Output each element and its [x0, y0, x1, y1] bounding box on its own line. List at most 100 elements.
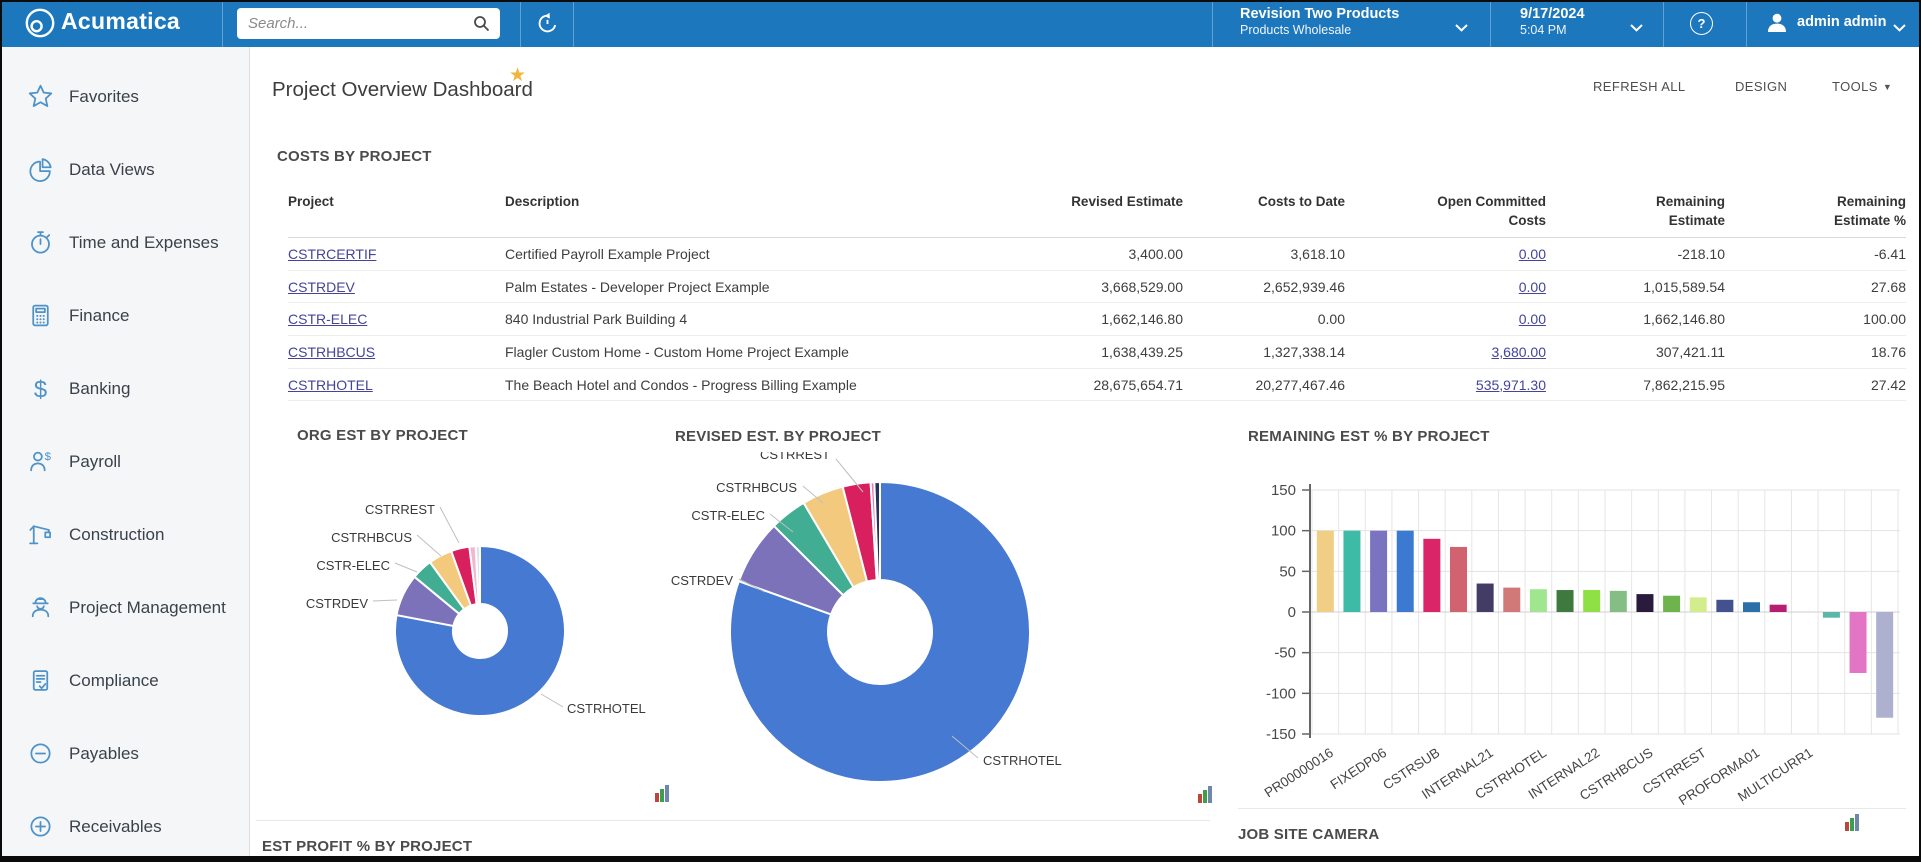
pie-callout-cstrhotel: CSTRHOTEL	[983, 753, 1062, 768]
sidebar-item-data-views[interactable]: Data Views	[0, 133, 249, 206]
favorite-star-icon[interactable]: ★	[509, 65, 527, 86]
table-cell: 1,662,146.80	[1643, 311, 1725, 328]
open-committed-link[interactable]: 0.00	[1518, 311, 1546, 328]
project-link[interactable]: CSTRHOTEL	[288, 376, 373, 393]
bar	[1609, 590, 1627, 612]
chevron-down-icon[interactable]	[1893, 19, 1906, 37]
table-cell: Flagler Custom Home - Custom Home Projec…	[505, 343, 849, 360]
open-committed-link[interactable]: 0.00	[1518, 278, 1546, 295]
table-cell: 100.00	[1863, 311, 1906, 328]
project-link[interactable]: CSTR-ELEC	[288, 311, 368, 328]
sidebar-item-label: Construction	[69, 524, 165, 544]
design-button[interactable]: DESIGN	[1735, 79, 1788, 94]
bar	[1503, 587, 1521, 612]
donut-slice-cstrhotel	[729, 480, 1031, 783]
calculator-icon	[27, 302, 54, 329]
table-row: CSTRHOTEL The Beach Hotel and Condos - Pr…	[288, 369, 1906, 402]
widget-divider	[1238, 808, 1906, 809]
bar	[1876, 612, 1894, 718]
sidebar-item-receivables[interactable]: Receivables	[0, 790, 249, 863]
sidebar-item-project-management[interactable]: Project Management	[0, 571, 249, 644]
table-cell: 7,862,215.95	[1643, 376, 1725, 393]
chevron-down-icon[interactable]	[1455, 19, 1468, 37]
pie-callout-cstrhotel: CSTRHOTEL	[567, 701, 646, 716]
callout-leader-line	[802, 485, 824, 504]
bar	[1583, 590, 1601, 612]
table-row: CSTRCERTIF Certified Payroll Example Proj…	[288, 238, 1906, 271]
topbar-divider	[1746, 0, 1747, 47]
sidebar-item-label: Favorites	[69, 86, 139, 106]
dollar-icon: $	[27, 375, 54, 403]
callout-leader-line	[416, 534, 442, 557]
column-header-remaining-estimate: Remaining Estimate	[1655, 194, 1725, 228]
pie-callout-cstr-elec: CSTR-ELEC	[316, 558, 390, 573]
donut-slice-sliver	[873, 480, 881, 582]
topbar-divider	[1212, 0, 1213, 47]
table-cell: -6.41	[1874, 245, 1906, 262]
sidebar-item-favorites[interactable]: Favorites	[0, 60, 249, 133]
search-input[interactable]	[237, 8, 483, 39]
sidebar-item-finance[interactable]: Finance	[0, 279, 249, 352]
pie-callout-cstrrest: CSTRREST	[759, 452, 830, 462]
table-cell: 27.68	[1870, 278, 1906, 295]
plus-circle-icon	[27, 813, 54, 840]
company-selector[interactable]: Revision Two Products Products Wholesale	[1240, 6, 1399, 38]
company-name: Revision Two Products	[1240, 6, 1400, 22]
tools-button[interactable]: TOOLS ▼	[1832, 79, 1893, 94]
callout-leader-line	[540, 693, 564, 708]
help-icon[interactable]: ?	[1690, 12, 1713, 35]
bar	[1769, 604, 1787, 612]
pie-callout-cstr-elec: CSTR-ELEC	[691, 508, 765, 523]
sidebar-item-banking[interactable]: $ Banking	[0, 352, 249, 425]
sidebar-item-time-and-expenses[interactable]: Time and Expenses	[0, 206, 249, 279]
business-date-selector[interactable]: 9/17/2024 5:04 PM	[1520, 6, 1585, 38]
pie-callout-cstrdev: CSTRDEV	[305, 596, 368, 611]
table-cell: 3,668,529.00	[1101, 278, 1183, 295]
widget-divider	[256, 820, 1210, 821]
org-est-donut-chart	[372, 506, 566, 717]
refresh-all-button[interactable]: REFRESH ALL	[1593, 79, 1686, 94]
open-committed-link[interactable]: 535,971.30	[1475, 376, 1546, 393]
open-committed-link[interactable]: 3,680.00	[1491, 343, 1547, 360]
chevron-down-icon[interactable]	[1630, 19, 1643, 37]
mini-chart-icon	[1845, 812, 1862, 831]
table-cell: 1,015,589.54	[1643, 278, 1725, 295]
open-committed-link[interactable]: 0.00	[1518, 245, 1546, 262]
project-link[interactable]: CSTRHBCUS	[288, 343, 376, 360]
sidebar-item-label: Time and Expenses	[69, 232, 219, 252]
x-axis-tick-label: PR00000016	[1262, 745, 1336, 801]
sidebar-item-construction[interactable]: Construction	[0, 498, 249, 571]
table-cell: 20,277,467.46	[1255, 376, 1345, 393]
svg-text:$: $	[34, 376, 47, 402]
mini-chart-icon	[655, 783, 672, 802]
callout-leader-line	[769, 513, 794, 533]
top-bar: Acumatica Revision Two Products Products…	[0, 0, 1921, 47]
current-date: 9/17/2024	[1520, 6, 1585, 22]
bar	[1689, 597, 1707, 612]
table-row: CSTRDEV Palm Estates - Developer Project …	[288, 271, 1906, 304]
y-axis-tick-label: -100	[1266, 685, 1296, 702]
crane-icon	[27, 521, 54, 548]
sidebar-item-label: Banking	[69, 378, 131, 398]
job-site-camera-widget-title: JOB SITE CAMERA	[1238, 826, 1380, 843]
y-axis-tick-label: 50	[1279, 563, 1296, 580]
sidebar-item-label: Receivables	[69, 816, 162, 836]
project-link[interactable]: CSTRCERTIF	[288, 245, 377, 262]
star-icon	[27, 83, 54, 110]
user-avatar-icon[interactable]	[1765, 11, 1789, 40]
sidebar-item-compliance[interactable]: Compliance	[0, 644, 249, 717]
costs-table-body: CSTRCERTIF Certified Payroll Example Proj…	[288, 238, 1906, 402]
sidebar-item-payroll[interactable]: $ Payroll	[0, 425, 249, 498]
search-icon[interactable]	[473, 15, 490, 37]
payroll-icon: $	[27, 448, 54, 475]
user-name[interactable]: admin admin	[1797, 14, 1887, 30]
page-title: Project Overview Dashboard	[272, 78, 533, 101]
acumatica-logo-icon[interactable]	[23, 6, 57, 45]
donut-slice-cstrhotel	[394, 544, 566, 717]
sidebar-item-payables[interactable]: Payables	[0, 717, 249, 790]
topbar-divider	[222, 0, 223, 47]
project-link[interactable]: CSTRDEV	[288, 278, 355, 295]
business-date-icon[interactable]	[534, 10, 561, 42]
brand-name[interactable]: Acumatica	[61, 8, 181, 34]
svg-text:$: $	[45, 451, 52, 463]
